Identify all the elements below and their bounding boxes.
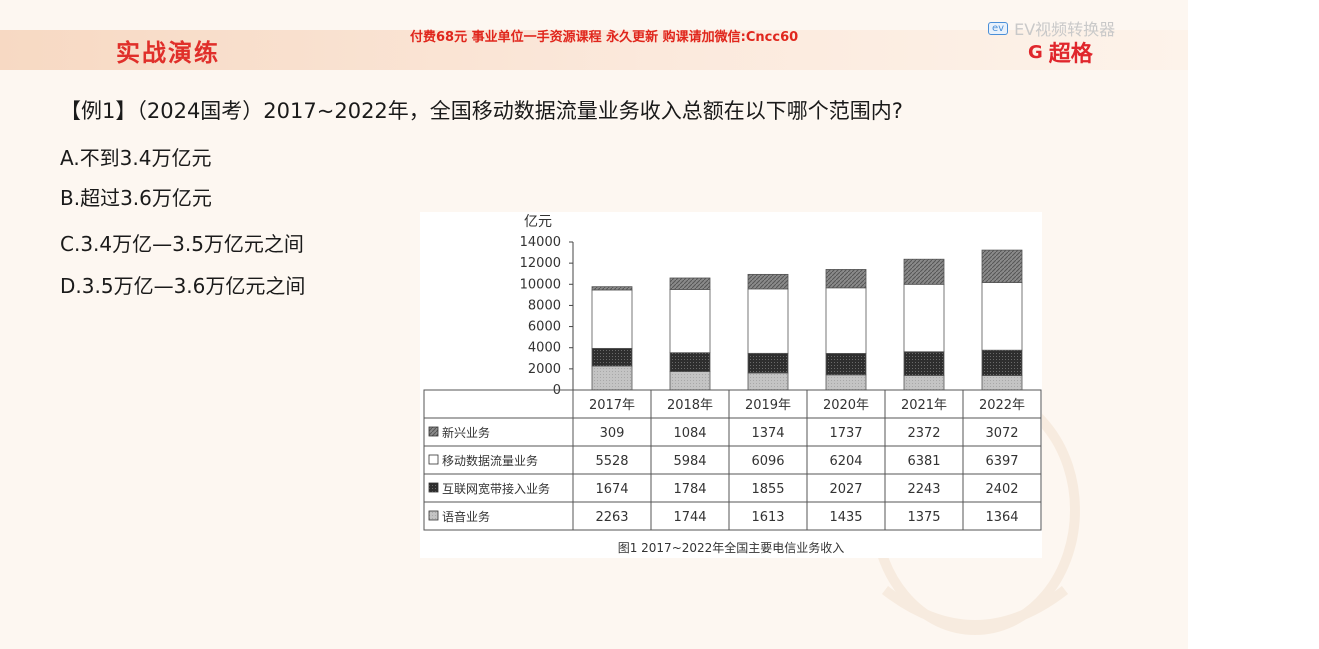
bar-segment [591, 286, 633, 291]
bar-segment [981, 282, 1023, 351]
table-data-value: 1855 [751, 482, 784, 497]
bar-segment [591, 289, 633, 349]
bar-segment [747, 273, 789, 290]
y-tick-label: 4000 [528, 341, 561, 356]
ev-logo-icon: ev [988, 21, 1009, 35]
table-data-value: 1744 [673, 510, 706, 525]
table-data-value: 2243 [907, 482, 940, 497]
question-stem: 【例1】（2024国考）2017~2022年，全国移动数据流量业务收入总额在以下… [60, 99, 903, 123]
bar-segment [903, 351, 945, 376]
table-data-value: 6381 [907, 454, 940, 469]
legend-swatch [428, 426, 439, 437]
table-data-value: 5984 [673, 454, 706, 469]
y-tick-label: 14000 [520, 235, 561, 250]
bar-segment [903, 258, 945, 285]
table-data-value: 309 [600, 426, 625, 441]
chart-figure: 0 2000 4000 6000 8000 10000 12000 14000 亿元 2017年 2… [420, 212, 1042, 558]
header-band [0, 30, 1188, 70]
option-c[interactable]: C.3.4万亿—3.5万亿元之间 [60, 232, 304, 256]
legend-swatch [428, 454, 439, 465]
bar-segment [669, 371, 711, 391]
bar-segment [903, 375, 945, 391]
y-tick-label: 6000 [528, 320, 561, 335]
x-category-label: 2018年 [667, 398, 713, 413]
y-tick-label: 12000 [520, 256, 561, 271]
legend-swatch [428, 482, 439, 493]
table-data-value: 2027 [829, 482, 862, 497]
ad-banner-text: 付费68元 事业单位一手资源课程 永久更新 购课请加微信:Cncc60 [410, 30, 799, 45]
bar-segment [825, 287, 867, 354]
legend-swatch [428, 510, 439, 521]
table-data-value: 2263 [595, 510, 628, 525]
x-category-label: 2017年 [589, 398, 635, 413]
legend-label: 新兴业务 [442, 425, 490, 440]
bar-segment [747, 372, 789, 391]
bar-segment [981, 249, 1023, 283]
y-tick-label: 10000 [520, 277, 561, 292]
brand-logo: G 超格 [1028, 36, 1093, 68]
x-category-label: 2019年 [745, 398, 791, 413]
y-tick-label: 8000 [528, 298, 561, 313]
table-data-value: 1364 [985, 510, 1018, 525]
bar-segment [669, 352, 711, 372]
option-a[interactable]: A.不到3.4万亿元 [60, 146, 212, 170]
table-data-value: 6397 [985, 454, 1018, 469]
table-data-value: 1084 [673, 426, 706, 441]
table-data-value: 3072 [985, 426, 1018, 441]
legend-label: 语音业务 [442, 509, 490, 524]
table-data-value: 1435 [829, 510, 862, 525]
table-data-value: 1374 [751, 426, 784, 441]
x-category-label: 2022年 [979, 398, 1025, 413]
table-data-value: 1784 [673, 482, 706, 497]
table-data-value: 5528 [595, 454, 628, 469]
ev-watermark: ev EV视频转换器 [988, 16, 1115, 40]
table-data-value: 2402 [985, 482, 1018, 497]
y-tick-label: 2000 [528, 362, 561, 377]
table-data-value: 6204 [829, 454, 862, 469]
x-category-label: 2021年 [901, 398, 947, 413]
bar-segment [825, 353, 867, 376]
table-data-value: 6096 [751, 454, 784, 469]
bar-segment [747, 288, 789, 354]
bar-segment [669, 277, 711, 290]
ev-watermark-text: EV视频转换器 [1014, 20, 1116, 39]
table-data-value: 2372 [907, 426, 940, 441]
y-axis-unit-label: 亿元 [524, 214, 552, 230]
chart-caption: 图1 2017~2022年全国主要电信业务收入 [618, 540, 845, 555]
brand-name: 超格 [1048, 42, 1093, 67]
bar-segment [825, 374, 867, 391]
bar-segment [981, 349, 1023, 376]
table-data-value: 1613 [751, 510, 784, 525]
option-b[interactable]: B.超过3.6万亿元 [60, 186, 212, 210]
brand-icon: G [1028, 41, 1043, 63]
table-data-value: 1737 [829, 426, 862, 441]
bar-segment [825, 269, 867, 289]
table-data-value: 1674 [595, 482, 628, 497]
bar-segment [669, 289, 711, 354]
bar-segment [747, 352, 789, 374]
legend-label: 互联网宽带接入业务 [442, 481, 550, 496]
legend-label: 移动数据流量业务 [442, 453, 538, 468]
bar-segment [981, 375, 1023, 391]
bar-segment [591, 365, 633, 391]
x-category-label: 2020年 [823, 398, 869, 413]
slide: 实战演练 付费68元 事业单位一手资源课程 永久更新 购课请加微信:Cncc60… [0, 0, 1188, 649]
section-title: 实战演练 [116, 39, 220, 67]
bar-segment [903, 283, 945, 353]
option-d[interactable]: D.3.5万亿—3.6万亿元之间 [60, 274, 306, 298]
table-data-value: 1375 [907, 510, 940, 525]
bar-segment [591, 347, 633, 367]
